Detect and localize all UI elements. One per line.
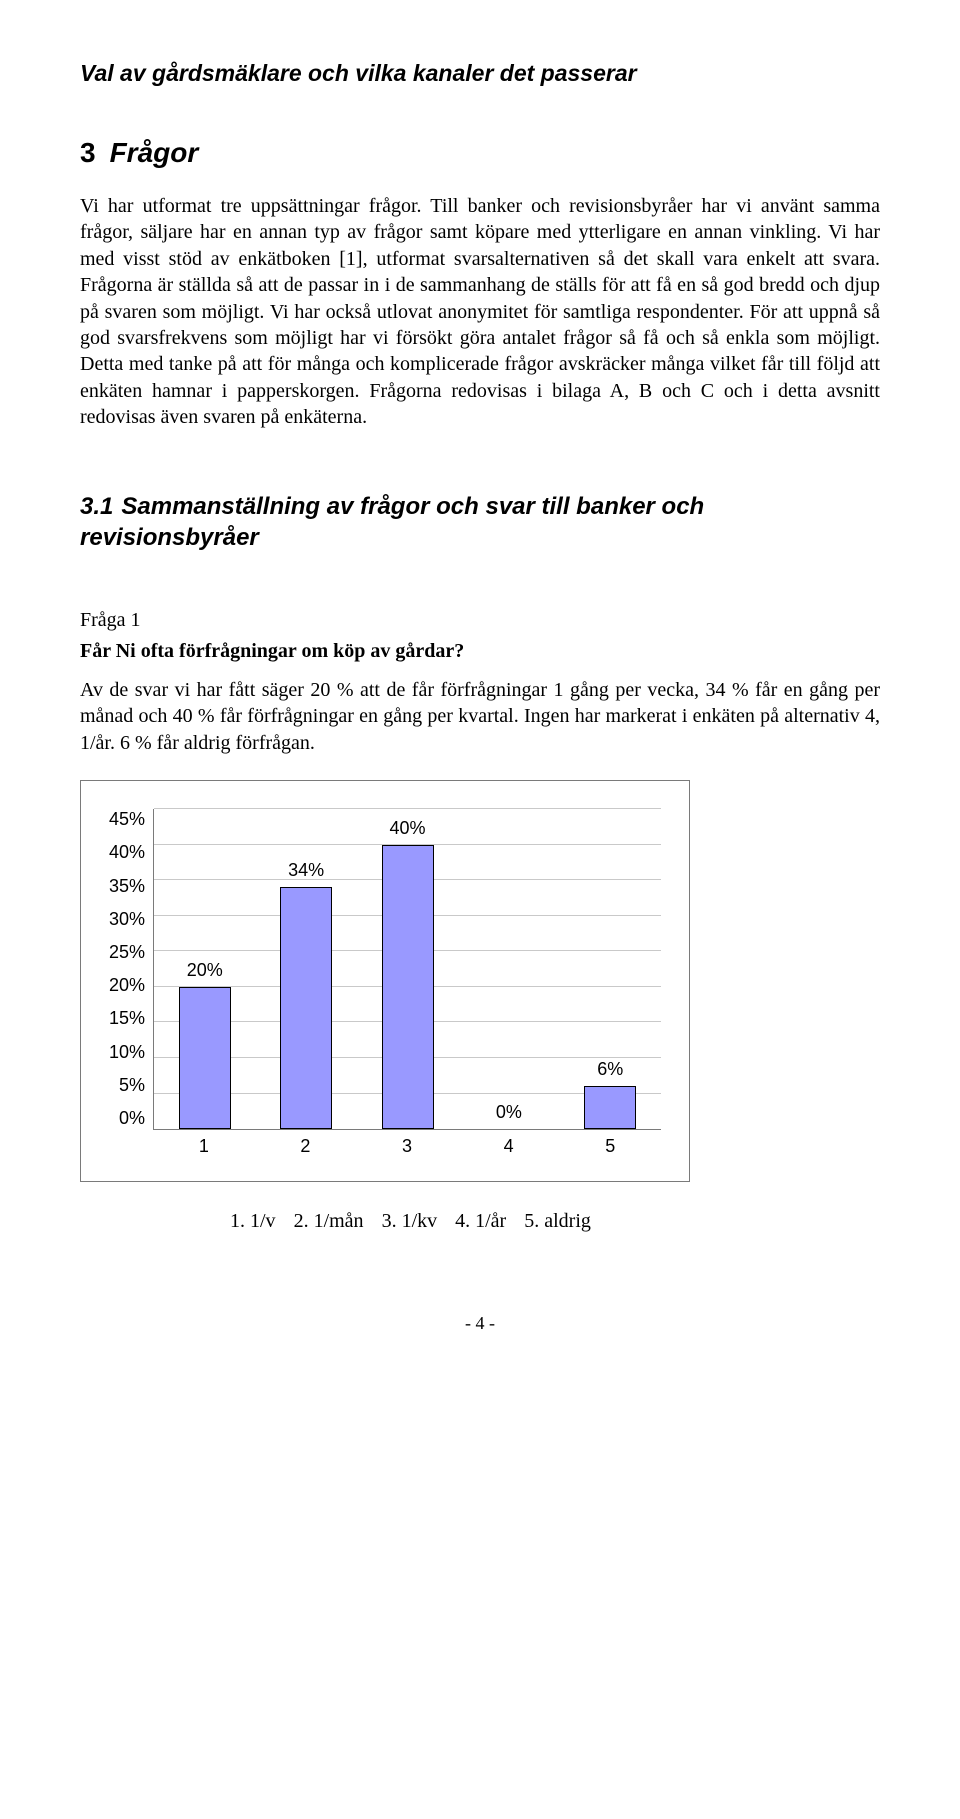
x-tick-label: 5 [559, 1136, 661, 1157]
legend-item: 5. aldrig [524, 1210, 591, 1232]
subsection-heading: 3.1Sammanställning av frågor och svar ti… [80, 491, 880, 553]
gridline [154, 808, 661, 809]
running-head: Val av gårdsmäklare och vilka kanaler de… [80, 60, 880, 87]
legend-item: 2. 1/mån [294, 1210, 364, 1232]
y-tick-label: 25% [109, 942, 145, 963]
y-tick-label: 10% [109, 1042, 145, 1063]
page-number: - 4 - [80, 1313, 880, 1334]
x-axis: 12345 [153, 1136, 661, 1157]
y-tick-label: 35% [109, 876, 145, 897]
section-number: 3 [80, 137, 96, 168]
x-tick-label: 3 [356, 1136, 458, 1157]
subsection-title: Sammanställning av frågor och svar till … [80, 493, 704, 551]
y-tick-label: 30% [109, 909, 145, 930]
y-tick-label: 5% [119, 1075, 145, 1096]
y-tick-label: 15% [109, 1008, 145, 1029]
question-title: Får Ni ofta förfrågningar om köp av gård… [80, 640, 880, 663]
bar-value-label: 40% [390, 818, 426, 839]
y-tick-label: 20% [109, 975, 145, 996]
y-axis: 45% 40% 35% 30% 25% 20% 15% 10% 5% 0% [109, 809, 153, 1129]
plot-area: 20% 34% 40% 0% 6% [153, 809, 661, 1130]
y-tick-label: 40% [109, 842, 145, 863]
y-tick-label: 45% [109, 809, 145, 830]
section-title: Frågor [110, 137, 199, 168]
bar-value-label: 6% [597, 1059, 623, 1080]
bar-value-label: 34% [288, 860, 324, 881]
chart-legend: 1. 1/v 2. 1/mån 3. 1/kv 4. 1/år 5. aldrig [230, 1210, 880, 1233]
section-body: Vi har utformat tre uppsättningar frågor… [80, 193, 880, 431]
subsection-number: 3.1 [80, 493, 113, 520]
bar-chart: 45% 40% 35% 30% 25% 20% 15% 10% 5% 0% 20% 34% 40% 0%… [80, 780, 690, 1182]
bar [382, 845, 434, 1129]
section-heading: 3 Frågor [80, 137, 880, 169]
question-label: Fråga 1 [80, 609, 880, 632]
bar-value-label: 20% [187, 960, 223, 981]
question-answer: Av de svar vi har fått säger 20 % att de… [80, 677, 880, 756]
bar [280, 887, 332, 1129]
bar [584, 1086, 636, 1129]
y-tick-label: 0% [119, 1108, 145, 1129]
x-tick-label: 2 [255, 1136, 357, 1157]
legend-item: 3. 1/kv [382, 1210, 438, 1232]
legend-item: 1. 1/v [230, 1210, 276, 1232]
bar-value-label: 0% [496, 1102, 522, 1123]
x-tick-label: 4 [458, 1136, 560, 1157]
x-tick-label: 1 [153, 1136, 255, 1157]
bar [179, 987, 231, 1129]
legend-item: 4. 1/år [455, 1210, 506, 1232]
